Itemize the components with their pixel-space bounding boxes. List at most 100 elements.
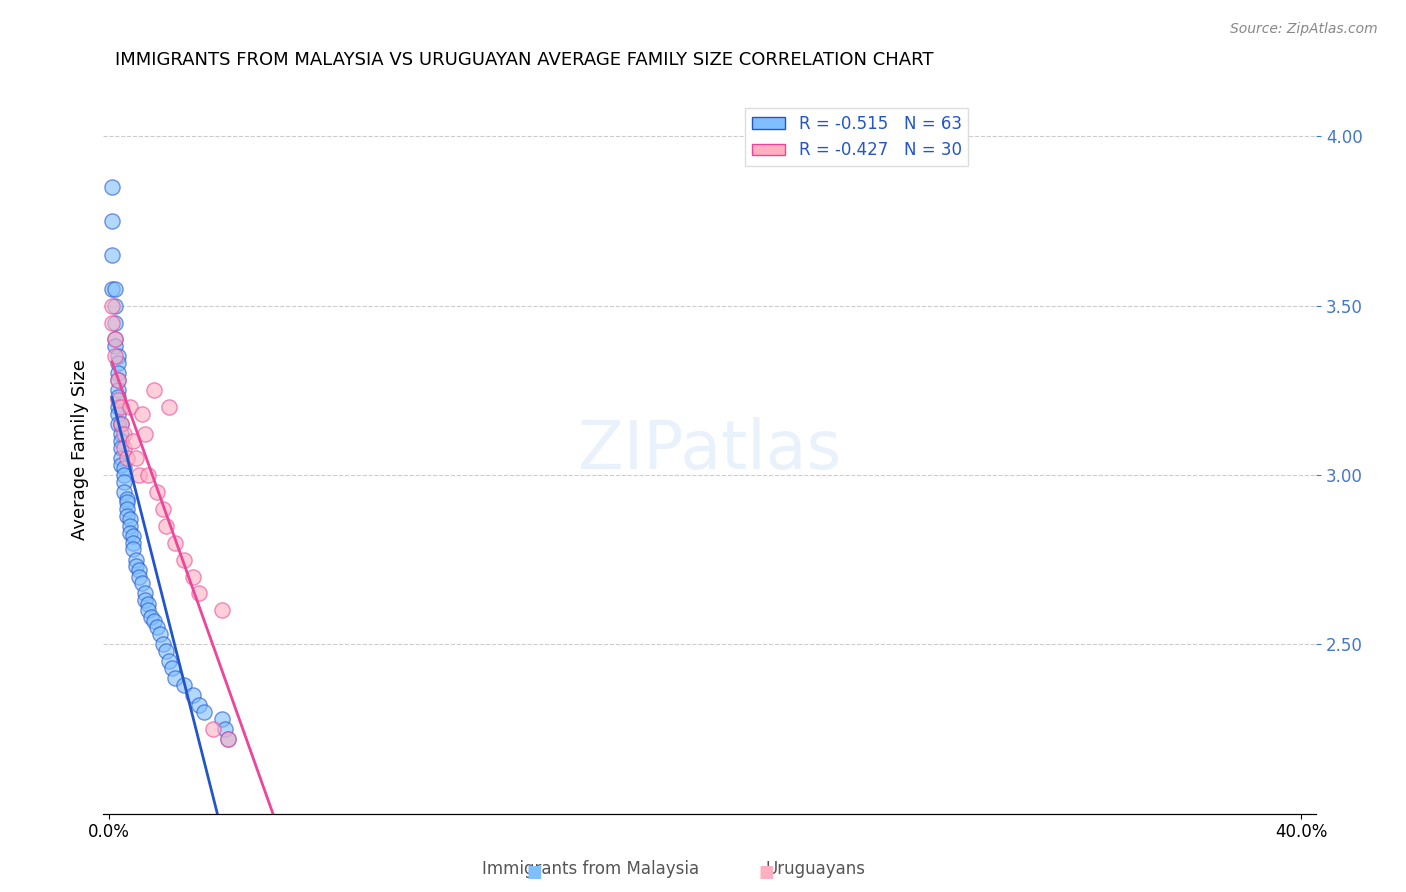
Point <box>122 434 145 448</box>
Point <box>146 484 169 499</box>
Point <box>107 367 129 381</box>
Point <box>128 569 150 583</box>
Point <box>101 180 124 194</box>
Point <box>181 569 204 583</box>
Point <box>134 427 156 442</box>
Point <box>101 282 124 296</box>
Point <box>136 467 159 482</box>
Point <box>107 356 129 370</box>
Point <box>115 491 138 506</box>
Point <box>112 461 135 475</box>
Point <box>104 316 127 330</box>
Point <box>115 450 138 465</box>
Point <box>101 299 124 313</box>
Point <box>104 350 127 364</box>
Point <box>136 597 159 611</box>
Point <box>181 688 204 702</box>
Point <box>142 384 165 398</box>
Point <box>104 339 127 353</box>
Point <box>115 501 138 516</box>
Point <box>104 333 127 347</box>
Point <box>107 384 129 398</box>
Point <box>107 393 129 408</box>
Point <box>110 417 132 432</box>
Point <box>107 390 129 404</box>
Point <box>125 450 148 465</box>
Point <box>163 535 186 549</box>
Point <box>152 501 174 516</box>
Text: ■: ■ <box>758 863 775 880</box>
Point <box>107 350 129 364</box>
Point <box>211 603 233 617</box>
Point <box>157 654 180 668</box>
Point <box>112 427 135 442</box>
Point <box>107 401 129 415</box>
Point <box>110 441 132 455</box>
Text: Uruguayans: Uruguayans <box>765 860 866 878</box>
Point <box>193 705 215 719</box>
Point <box>122 542 145 557</box>
Point <box>187 586 209 600</box>
Text: Immigrants from Malaysia: Immigrants from Malaysia <box>482 860 699 878</box>
Point <box>122 535 145 549</box>
Point <box>131 576 153 591</box>
Y-axis label: Average Family Size: Average Family Size <box>72 359 89 540</box>
Point <box>110 427 132 442</box>
Point <box>112 441 135 455</box>
Point <box>112 484 135 499</box>
Point <box>128 467 150 482</box>
Point <box>118 518 141 533</box>
Point <box>122 529 145 543</box>
Point <box>107 373 129 387</box>
Point <box>155 518 177 533</box>
Point <box>202 722 225 736</box>
Point <box>118 512 141 526</box>
Point <box>146 620 169 634</box>
Point <box>118 401 141 415</box>
Point <box>142 614 165 628</box>
Point <box>110 417 132 432</box>
Point <box>128 563 150 577</box>
Point <box>131 407 153 421</box>
Point <box>152 637 174 651</box>
Point <box>112 475 135 489</box>
Text: ZIPatlas: ZIPatlas <box>578 417 841 483</box>
Point <box>134 593 156 607</box>
Point <box>211 712 233 726</box>
Point <box>107 373 129 387</box>
Point <box>163 671 186 685</box>
Point <box>125 559 148 574</box>
Point <box>160 661 183 675</box>
Point <box>136 603 159 617</box>
Point <box>110 450 132 465</box>
Text: ■: ■ <box>526 863 543 880</box>
Point <box>104 282 127 296</box>
Point <box>101 248 124 262</box>
Text: Source: ZipAtlas.com: Source: ZipAtlas.com <box>1230 22 1378 37</box>
Point <box>110 458 132 472</box>
Point <box>155 644 177 658</box>
Point <box>110 401 132 415</box>
Point <box>217 732 239 747</box>
Point <box>134 586 156 600</box>
Point <box>104 299 127 313</box>
Point <box>214 722 236 736</box>
Legend: R = -0.515   N = 63, R = -0.427   N = 30: R = -0.515 N = 63, R = -0.427 N = 30 <box>745 109 969 166</box>
Point <box>101 214 124 228</box>
Point <box>149 627 172 641</box>
Point <box>157 401 180 415</box>
Point <box>115 508 138 523</box>
Text: IMMIGRANTS FROM MALAYSIA VS URUGUAYAN AVERAGE FAMILY SIZE CORRELATION CHART: IMMIGRANTS FROM MALAYSIA VS URUGUAYAN AV… <box>115 51 934 69</box>
Point <box>110 434 132 448</box>
Point <box>187 698 209 713</box>
Point <box>217 732 239 747</box>
Point <box>107 407 129 421</box>
Point <box>125 552 148 566</box>
Point <box>115 495 138 509</box>
Point <box>101 316 124 330</box>
Point <box>173 552 195 566</box>
Point <box>104 333 127 347</box>
Point <box>118 525 141 540</box>
Point <box>139 610 162 624</box>
Point <box>173 678 195 692</box>
